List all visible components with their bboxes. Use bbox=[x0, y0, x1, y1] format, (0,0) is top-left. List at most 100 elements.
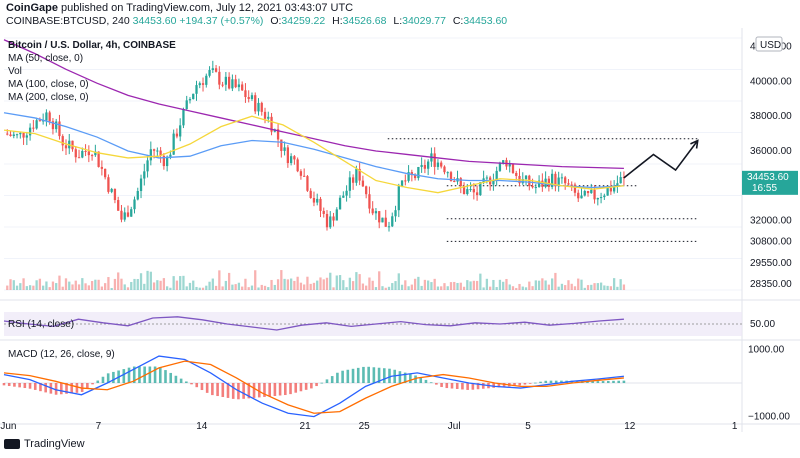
macd-histogram-bar bbox=[205, 383, 209, 393]
candle-body bbox=[404, 180, 407, 182]
macd-histogram-bar bbox=[622, 380, 626, 383]
macd-histogram-bar bbox=[523, 383, 527, 385]
legend-ma100[interactable]: MA (100, close, 0) bbox=[8, 79, 89, 90]
macd-histogram-bar bbox=[455, 383, 459, 389]
candle-body bbox=[580, 195, 583, 199]
volume-bar bbox=[577, 278, 580, 290]
legend-rsi[interactable]: RSI (14, close) bbox=[8, 319, 74, 330]
volume-bar bbox=[619, 279, 622, 290]
macd-histogram-bar bbox=[158, 367, 162, 383]
candle-body bbox=[590, 189, 593, 194]
macd-histogram-bar bbox=[351, 368, 355, 383]
candle-body bbox=[280, 139, 283, 151]
candle-body bbox=[303, 175, 306, 177]
macd-histogram-bar bbox=[419, 377, 423, 383]
macd-histogram-bar bbox=[320, 382, 324, 384]
volume-bar bbox=[427, 280, 430, 290]
candle-body bbox=[534, 187, 537, 189]
macd-histogram-bar bbox=[304, 383, 308, 390]
volume-bar bbox=[456, 282, 459, 290]
volume-bar bbox=[165, 286, 169, 290]
legend-ma50[interactable]: MA (50, close, 0) bbox=[8, 53, 83, 64]
volume-bar bbox=[221, 286, 224, 290]
macd-histogram-bar bbox=[28, 383, 32, 389]
y-tick-label: 29550.00 bbox=[750, 258, 792, 269]
price-chart[interactable]: 42000.0040000.0038000.0036000.0032000.00… bbox=[0, 28, 800, 432]
volume-bar bbox=[524, 287, 528, 290]
macd-histogram-bar bbox=[356, 367, 360, 383]
volume-bar bbox=[218, 270, 221, 290]
projection-path bbox=[623, 140, 699, 179]
volume-bar bbox=[351, 281, 355, 290]
macd-histogram-bar bbox=[221, 383, 225, 397]
volume-bar bbox=[146, 270, 149, 290]
x-tick-label: Jul bbox=[448, 421, 461, 432]
volume-bar bbox=[348, 277, 351, 290]
x-tick-label: 12 bbox=[624, 421, 636, 432]
publisher-name[interactable]: CoinGape bbox=[6, 2, 58, 14]
candle-body bbox=[205, 75, 208, 85]
candle-body bbox=[58, 121, 61, 137]
volume-bar bbox=[156, 280, 159, 290]
macd-histogram-bar bbox=[466, 383, 469, 390]
candle-body bbox=[149, 149, 152, 161]
macd-histogram-bar bbox=[315, 383, 318, 387]
macd-histogram-bar bbox=[75, 383, 79, 393]
x-tick-label: 25 bbox=[359, 421, 371, 432]
legend-vol[interactable]: Vol bbox=[8, 66, 22, 77]
candle-body bbox=[224, 76, 228, 85]
tradingview-footer[interactable]: TradingView bbox=[4, 438, 85, 450]
macd-histogram-bar bbox=[346, 369, 350, 383]
volume-bar bbox=[606, 285, 609, 290]
volume-bar bbox=[175, 280, 179, 290]
y-tick-label: 38000.00 bbox=[750, 111, 792, 122]
candle-body bbox=[283, 147, 286, 151]
volume-bar bbox=[325, 277, 329, 290]
candle-body bbox=[329, 216, 332, 228]
macd-histogram-bar bbox=[476, 383, 480, 390]
volume-bar bbox=[260, 284, 263, 290]
candle-body bbox=[254, 95, 257, 112]
candle-body bbox=[139, 178, 143, 192]
volume-bar bbox=[505, 278, 508, 290]
macd-histogram-bar bbox=[330, 376, 334, 383]
volume-bar bbox=[51, 281, 55, 290]
volume-bar bbox=[28, 285, 32, 290]
macd-histogram-bar bbox=[39, 383, 42, 392]
macd-histogram-bar bbox=[341, 370, 344, 383]
macd-histogram-bar bbox=[372, 367, 376, 383]
candle-body bbox=[104, 168, 107, 178]
candle-body bbox=[81, 150, 84, 158]
candle-body bbox=[198, 83, 201, 86]
volume-bar bbox=[391, 283, 394, 290]
volume-bar bbox=[94, 279, 97, 290]
y-tick-label: 32000.00 bbox=[750, 215, 792, 226]
volume-bar bbox=[247, 287, 250, 290]
candle-body bbox=[586, 190, 590, 194]
macd-histogram-bar bbox=[325, 379, 329, 383]
currency-badge[interactable] bbox=[755, 36, 783, 52]
candle-body bbox=[270, 116, 273, 132]
candle-body bbox=[498, 162, 502, 171]
candle-body bbox=[250, 95, 254, 99]
chart-title: Bitcoin / U.S. Dollar, 4h, COINBASE bbox=[8, 40, 176, 51]
volume-bar bbox=[489, 286, 492, 290]
volume-bar bbox=[449, 282, 453, 290]
volume-bar bbox=[586, 285, 590, 290]
volume-bar bbox=[110, 287, 113, 290]
volume-bar bbox=[68, 281, 71, 290]
candle-body bbox=[348, 177, 351, 191]
rsi-pane bbox=[3, 312, 742, 336]
volume-bar bbox=[205, 285, 208, 290]
volume-bar bbox=[316, 280, 319, 290]
legend-macd[interactable]: MACD (12, 26, close, 9) bbox=[8, 349, 115, 360]
candle-body bbox=[319, 198, 322, 211]
volume-bar bbox=[580, 279, 583, 290]
macd-histogram-bar bbox=[23, 383, 27, 389]
volume-bar bbox=[12, 280, 15, 290]
candle-body bbox=[550, 173, 554, 187]
candle-body bbox=[583, 190, 586, 196]
projection-arrow bbox=[623, 139, 699, 179]
volume-bar bbox=[303, 284, 306, 290]
legend-ma200[interactable]: MA (200, close, 0) bbox=[8, 92, 89, 103]
